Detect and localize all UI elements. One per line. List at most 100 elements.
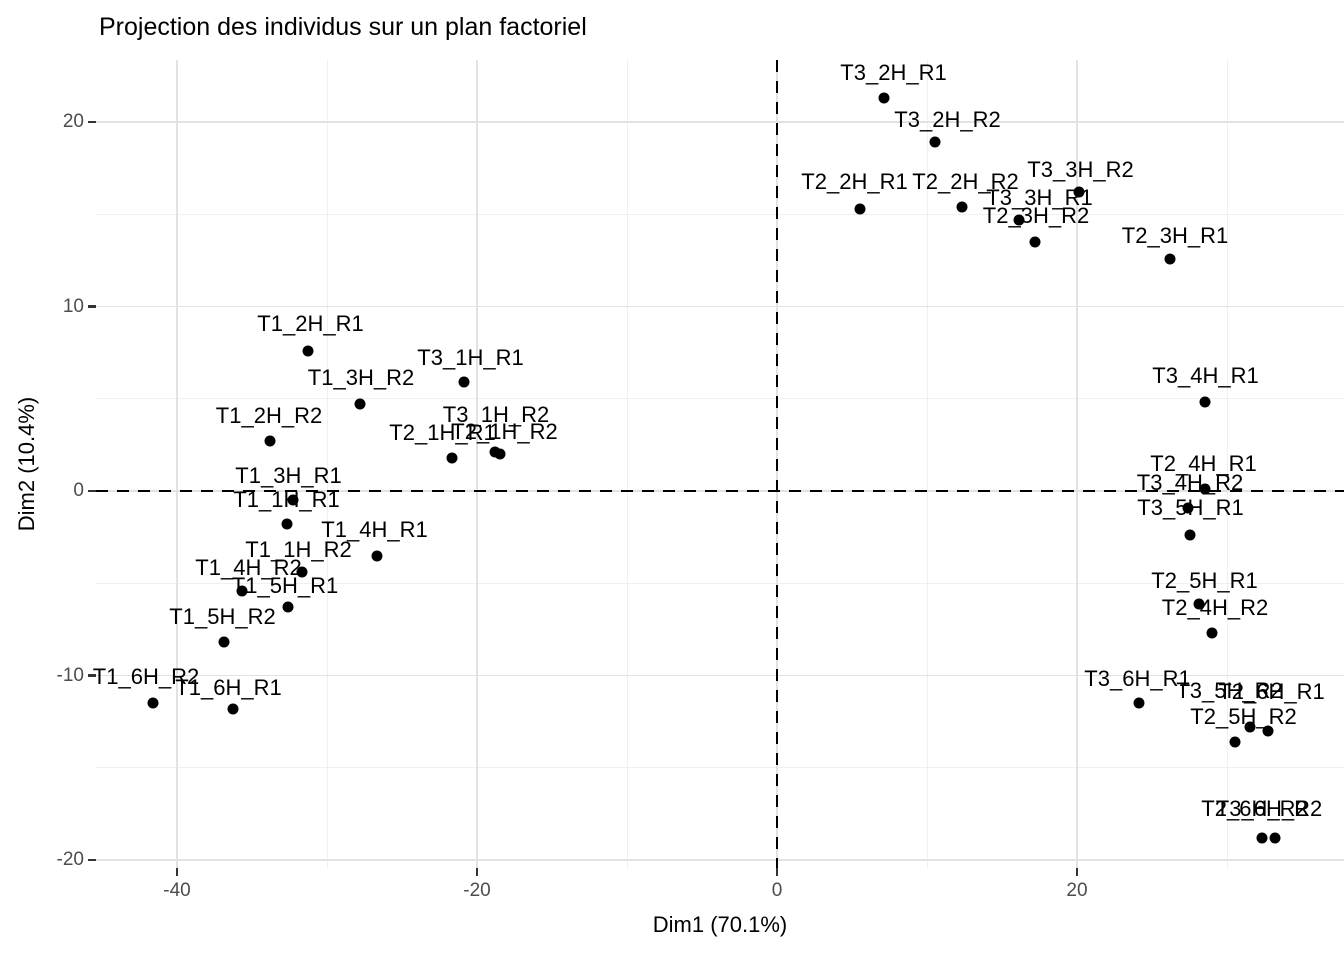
data-point (956, 201, 967, 213)
y-tick-label: 20 (62, 110, 84, 132)
y-tick-label: 10 (62, 295, 84, 317)
y-tick-label: 0 (73, 480, 84, 502)
x-gridline-minor (626, 60, 628, 868)
data-point (236, 585, 247, 597)
data-point (1199, 396, 1210, 408)
point-label: T3_6H_R1 (1084, 666, 1191, 692)
data-point (1262, 725, 1273, 737)
point-label: T3_4H_R2 (1136, 469, 1244, 495)
point-label: T1_6H_R2 (92, 664, 200, 690)
y-gridline-minor (96, 398, 1344, 400)
y-tick-label: -20 (56, 849, 84, 871)
x-tick-label: 0 (771, 880, 783, 901)
y-gridline-minor (96, 213, 1344, 215)
data-point (446, 452, 457, 464)
point-label: T2_6H_R1 (1218, 678, 1325, 704)
point-label: T2_6H_R2 (1201, 795, 1308, 821)
point-label: T2_5H_R2 (1190, 703, 1297, 729)
data-point (287, 494, 298, 506)
data-point (282, 601, 294, 613)
data-point (1199, 483, 1210, 495)
data-point (1133, 697, 1144, 709)
data-point (1164, 253, 1176, 265)
y-tick-mark (88, 858, 96, 862)
data-point (489, 446, 501, 458)
data-point (218, 636, 229, 648)
x-tick-mark (775, 868, 779, 876)
y-gridline-minor (96, 582, 1344, 584)
point-label: T3_5H_R1 (1137, 495, 1244, 521)
data-point (1013, 214, 1024, 226)
y-tick-mark (88, 674, 96, 677)
y-gridline-major (96, 674, 1344, 677)
data-point (854, 203, 865, 215)
data-point (1256, 832, 1267, 844)
data-point (878, 92, 889, 104)
point-label: T2_4H_R1 (1150, 451, 1257, 477)
point-label: T3_5H_R2 (1176, 678, 1283, 704)
y-tick-label: -10 (56, 664, 84, 686)
y-tick-mark (88, 305, 96, 308)
x-tick-mark (175, 868, 179, 876)
x-gridline-minor (326, 60, 328, 868)
x-tick-label: 20 (1066, 880, 1088, 901)
data-point (354, 398, 366, 410)
x-gridline-minor (926, 60, 928, 868)
point-label: T2_1H_R1 (389, 419, 496, 445)
h-zero-dashed-line (96, 489, 1344, 493)
y-axis-label: Dim2 (10.4%) (14, 396, 39, 532)
data-point (1182, 502, 1194, 514)
point-label: T2_5H_R1 (1151, 567, 1258, 593)
data-point (929, 136, 940, 148)
point-label: T3_4H_R1 (1152, 363, 1259, 389)
point-label: T3_3H_R2 (1027, 157, 1134, 183)
data-point (1029, 236, 1041, 248)
point-label: T1_1H_R1 (233, 487, 340, 513)
x-tick-mark (1075, 868, 1079, 876)
data-point (371, 550, 382, 562)
x-axis-label: Dim1 (70.1%) (652, 912, 788, 937)
point-label: T1_3H_R2 (307, 365, 415, 391)
data-point (281, 518, 292, 530)
y-gridline-major (96, 121, 1344, 123)
data-point (458, 376, 469, 388)
data-point (227, 703, 238, 715)
point-label: T1_4H_R2 (195, 554, 302, 580)
point-label: T1_4H_R1 (321, 516, 428, 542)
data-point (264, 435, 276, 447)
point-label: T2_4H_R2 (1161, 595, 1269, 621)
point-label: T1_5H_R2 (169, 604, 276, 630)
point-label: T3_2H_R1 (840, 60, 947, 85)
x-gridline-major (1076, 60, 1078, 868)
x-gridline-minor (1226, 60, 1228, 868)
data-point (1269, 832, 1281, 844)
y-gridline-major (96, 305, 1344, 308)
point-label: T2_3H_R2 (982, 202, 1090, 228)
data-point (296, 566, 307, 578)
y-tick-mark (88, 120, 96, 124)
point-label: T3_2H_R2 (894, 107, 1001, 133)
point-label: T1_6H_R1 (175, 674, 282, 700)
y-gridline-major (96, 859, 1344, 861)
point-label: T3_1H_R2 (442, 402, 550, 428)
point-label: T3_6H_R2 (1215, 795, 1323, 821)
point-label: T2_2H_R1 (801, 168, 908, 194)
data-point (302, 345, 313, 357)
data-point (1073, 186, 1084, 198)
data-point (1184, 529, 1195, 541)
y-gridline-minor (96, 767, 1344, 769)
point-label: T1_2H_R2 (215, 403, 323, 429)
x-gridline-major (176, 60, 178, 868)
point-label: T1_1H_R2 (245, 537, 352, 563)
chart-title: Projection des individus sur un plan fac… (99, 13, 587, 41)
x-tick-label: -40 (163, 880, 191, 901)
data-point (1206, 627, 1218, 639)
point-label: T2_2H_R2 (912, 168, 1019, 194)
point-label: T3_1H_R1 (417, 345, 524, 371)
data-point (147, 697, 159, 709)
data-point (1229, 736, 1240, 748)
point-label: T2_3H_R1 (1121, 222, 1229, 248)
data-point (1244, 721, 1255, 733)
point-label: T3_3H_R1 (986, 184, 1093, 210)
